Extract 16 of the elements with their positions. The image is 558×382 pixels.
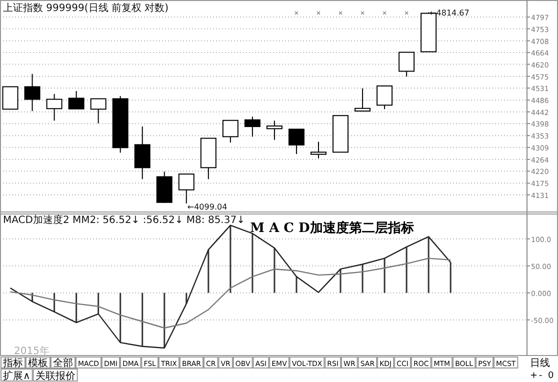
annotation: M A C D加速度第二层指标 xyxy=(250,220,414,236)
line-series xyxy=(10,258,452,329)
text: 全部 xyxy=(53,357,73,369)
text: 日线 xyxy=(530,357,550,369)
annotation: ←4814.67 xyxy=(430,8,470,18)
chart-subtitle: MACD加速度2 MM2: 56.52↓ :56.52↓ M8: 85.37↓ xyxy=(3,214,245,226)
chart-title: 上证指数 999999(日线 前复权 对数) xyxy=(3,2,169,14)
text: - xyxy=(539,371,542,381)
annotation: 2015年 xyxy=(14,345,50,357)
text: 指标 xyxy=(2,357,23,369)
annotation: ←4099.04 xyxy=(187,202,228,212)
text: + xyxy=(530,371,538,381)
text: 0 xyxy=(548,371,554,381)
text: 关联报价 xyxy=(35,370,76,382)
text: 模板 xyxy=(28,357,48,369)
text: 扩展∧ xyxy=(3,370,30,382)
